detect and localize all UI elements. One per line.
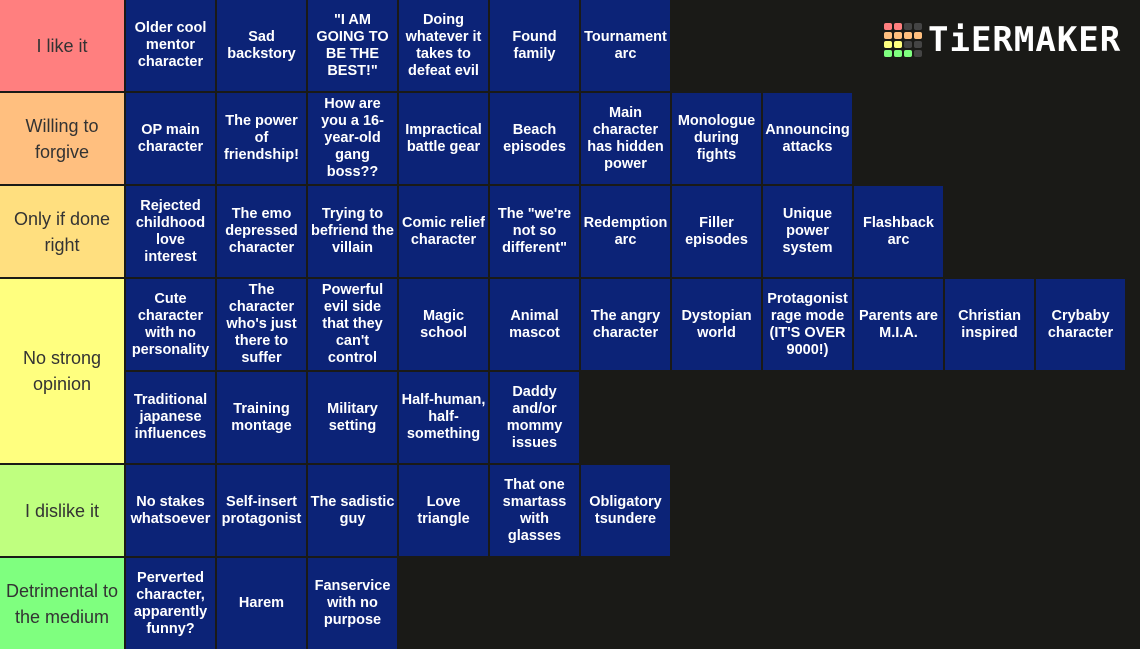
tier-item[interactable]: Self-insert protagonist: [217, 465, 306, 556]
tier-row: Detrimental to the medium Perverted chara…: [0, 558, 1140, 649]
tier-label[interactable]: Detrimental to the medium: [0, 558, 124, 649]
logo-grid-cell: [894, 23, 902, 30]
tier-item[interactable]: Main character has hidden power: [581, 93, 670, 184]
tier-item[interactable]: Powerful evil side that they can't contr…: [308, 279, 397, 370]
tier-item[interactable]: Monologue during fights: [672, 93, 761, 184]
logo-grid-cell: [894, 50, 902, 57]
tier-item[interactable]: No stakes whatsoever: [126, 465, 215, 556]
tier-item[interactable]: Fanservice with no purpose: [308, 558, 397, 649]
tier-item[interactable]: Traditional japanese influences: [126, 372, 215, 463]
tier-item[interactable]: Rejected childhood love interest: [126, 186, 215, 277]
logo-grid-cell: [884, 41, 892, 48]
tier-items: No stakes whatsoever Self-insert protagon…: [126, 465, 1140, 556]
tier-label[interactable]: No strong opinion: [0, 279, 124, 463]
tier-item[interactable]: The character who's just there to suffer: [217, 279, 306, 370]
tier-label[interactable]: I like it: [0, 0, 124, 91]
tier-items: Cute character with no personality The ch…: [126, 279, 1140, 463]
tier-item[interactable]: Trying to befriend the villain: [308, 186, 397, 277]
tier-item[interactable]: Beach episodes: [490, 93, 579, 184]
tier-item[interactable]: Cute character with no personality: [126, 279, 215, 370]
tier-item[interactable]: OP main character: [126, 93, 215, 184]
tier-item[interactable]: The sadistic guy: [308, 465, 397, 556]
tier-item[interactable]: Found family: [490, 0, 579, 91]
tier-items: Older cool mentor character Sad backstory…: [126, 0, 1140, 91]
logo-grid-cell: [884, 50, 892, 57]
logo-text: TiERMAKER: [928, 20, 1122, 60]
tier-item[interactable]: Flashback arc: [854, 186, 943, 277]
tier-item[interactable]: Christian inspired: [945, 279, 1034, 370]
tier-item[interactable]: Harem: [217, 558, 306, 649]
tier-item[interactable]: Tournament arc: [581, 0, 670, 91]
tier-item[interactable]: Unique power system: [763, 186, 852, 277]
tier-item[interactable]: Crybaby character: [1036, 279, 1125, 370]
tier-item[interactable]: Obligatory tsundere: [581, 465, 670, 556]
tier-item[interactable]: Doing whatever it takes to defeat evil: [399, 0, 488, 91]
logo-grid-cell: [884, 32, 892, 39]
tier-item[interactable]: "I AM GOING TO BE THE BEST!": [308, 0, 397, 91]
logo-grid-cell: [904, 23, 912, 30]
tier-label[interactable]: Willing to forgive: [0, 93, 124, 184]
logo-grid-cell: [904, 32, 912, 39]
tier-items: Perverted character, apparently funny? Ha…: [126, 558, 1140, 649]
logo-grid-cell: [894, 32, 902, 39]
tier-row: No strong opinion Cute character with no …: [0, 279, 1140, 463]
tier-item[interactable]: Impractical battle gear: [399, 93, 488, 184]
tier-item[interactable]: Half-human, half-something: [399, 372, 488, 463]
logo-grid-cell: [894, 41, 902, 48]
tier-row: I like it Older cool mentor character Sad …: [0, 0, 1140, 91]
tier-item[interactable]: Redemption arc: [581, 186, 670, 277]
tier-row: Only if done right Rejected childhood lov…: [0, 186, 1140, 277]
tier-items: OP main character The power of friendship…: [126, 93, 1140, 184]
logo-grid-cell: [914, 41, 922, 48]
tier-item[interactable]: Filler episodes: [672, 186, 761, 277]
tiermaker-logo: TiERMAKER: [884, 20, 1121, 60]
tier-item[interactable]: The "we're not so different": [490, 186, 579, 277]
tier-item[interactable]: The power of friendship!: [217, 93, 306, 184]
tier-item[interactable]: Protagonist rage mode (IT'S OVER 9000!): [763, 279, 852, 370]
tier-item[interactable]: Military setting: [308, 372, 397, 463]
tier-label[interactable]: Only if done right: [0, 186, 124, 277]
tier-items: Rejected childhood love interest The emo …: [126, 186, 1140, 277]
tier-item[interactable]: Sad backstory: [217, 0, 306, 91]
tier-item[interactable]: Older cool mentor character: [126, 0, 215, 91]
tier-item[interactable]: Parents are M.I.A.: [854, 279, 943, 370]
tier-row: I dislike it No stakes whatsoever Self-ins…: [0, 465, 1140, 556]
logo-grid-cell: [914, 50, 922, 57]
tier-item[interactable]: Perverted character, apparently funny?: [126, 558, 215, 649]
logo-grid-cell: [884, 23, 892, 30]
tier-item[interactable]: Daddy and/or mommy issues: [490, 372, 579, 463]
tier-item[interactable]: How are you a 16-year-old gang boss??: [308, 93, 397, 184]
logo-grid-cell: [914, 23, 922, 30]
tier-label[interactable]: I dislike it: [0, 465, 124, 556]
tier-item[interactable]: The emo depressed character: [217, 186, 306, 277]
tier-item[interactable]: The angry character: [581, 279, 670, 370]
tier-item[interactable]: Magic school: [399, 279, 488, 370]
tier-item[interactable]: That one smartass with glasses: [490, 465, 579, 556]
tier-item[interactable]: Announcing attacks: [763, 93, 852, 184]
logo-grid-cell: [904, 41, 912, 48]
tier-item[interactable]: Love triangle: [399, 465, 488, 556]
logo-grid-icon: [884, 23, 922, 57]
tier-item[interactable]: Animal mascot: [490, 279, 579, 370]
tier-item[interactable]: Comic relief character: [399, 186, 488, 277]
logo-grid-cell: [914, 32, 922, 39]
tier-item[interactable]: Training montage: [217, 372, 306, 463]
logo-grid-cell: [904, 50, 912, 57]
tier-row: Willing to forgive OP main character The p…: [0, 93, 1140, 184]
tier-item[interactable]: Dystopian world: [672, 279, 761, 370]
